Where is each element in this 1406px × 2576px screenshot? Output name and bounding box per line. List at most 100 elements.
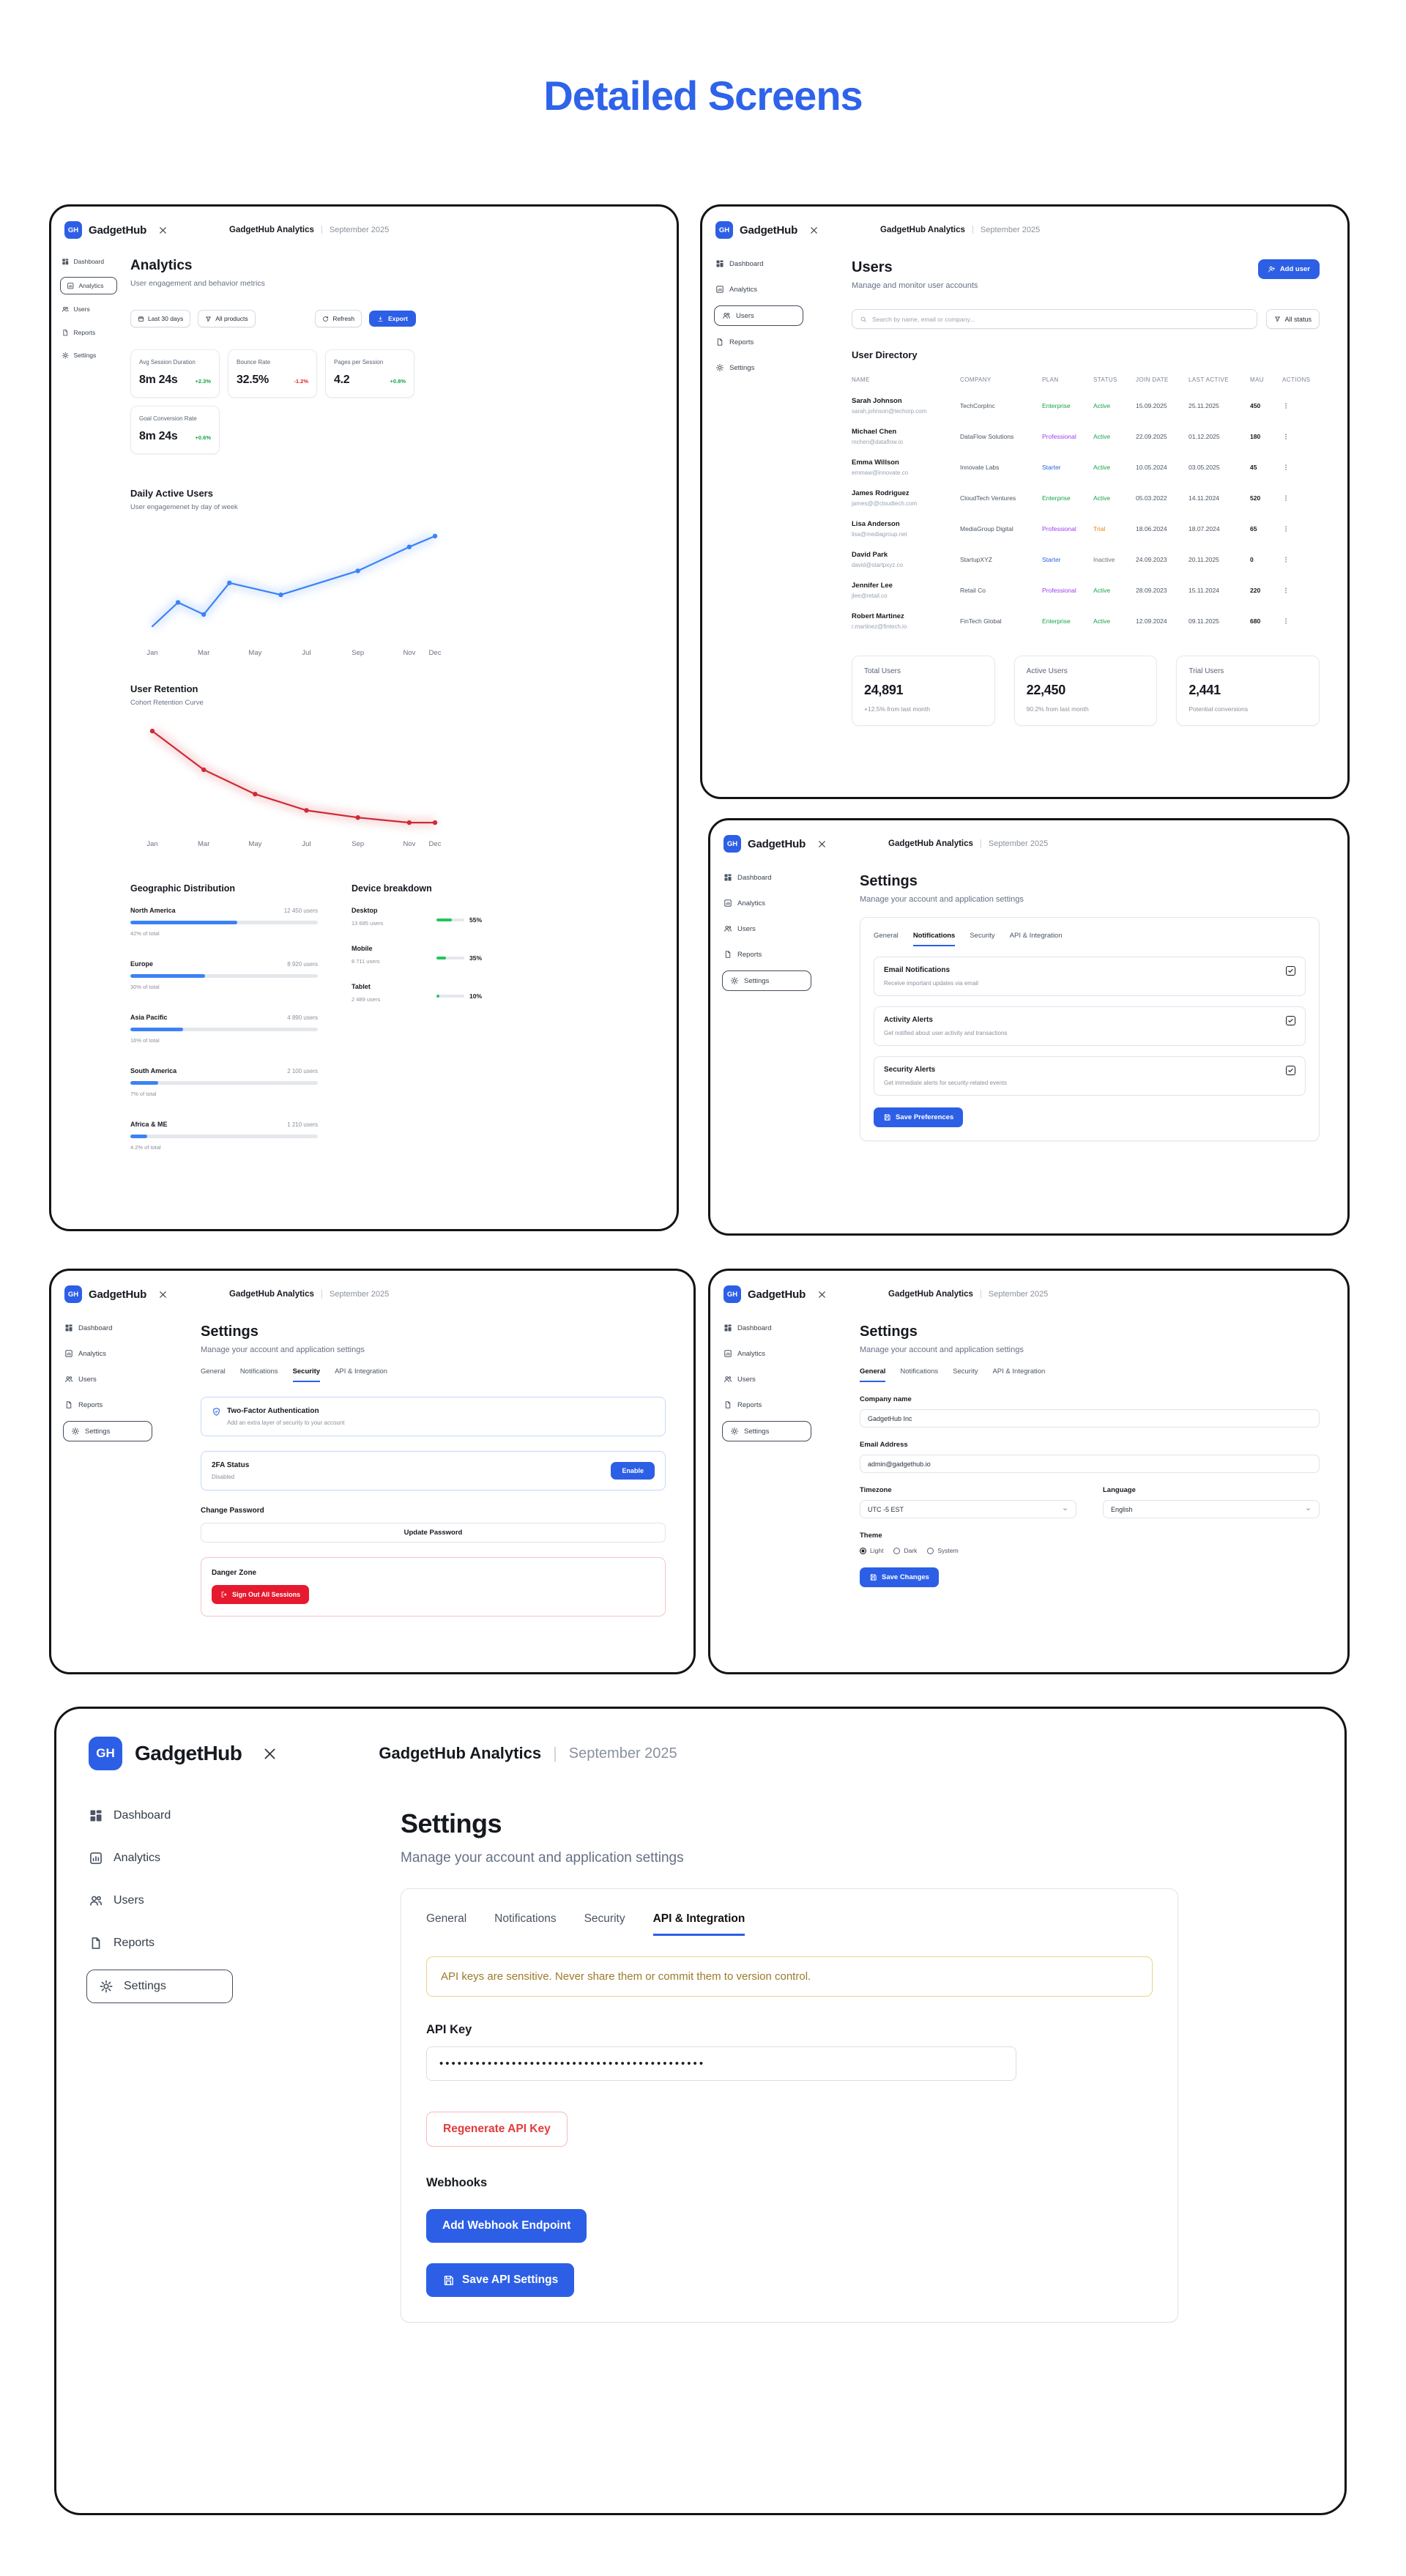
settings-tab[interactable]: Notifications — [912, 932, 956, 946]
search-field[interactable] — [852, 309, 1258, 329]
export-button[interactable]: Export — [369, 311, 416, 327]
sidebar-item[interactable]: Analytics — [89, 1851, 307, 1866]
date-range-button[interactable]: Last 30 days — [130, 310, 191, 327]
close-icon[interactable] — [817, 1290, 827, 1299]
sidebar-item[interactable]: Settings — [715, 363, 825, 372]
settings-tab[interactable]: General — [860, 1367, 886, 1382]
sidebar-item[interactable]: Analytics — [64, 1349, 174, 1358]
sidebar-item[interactable]: Settings — [722, 1421, 811, 1441]
close-icon[interactable] — [809, 226, 819, 235]
add-user-button[interactable]: Add user — [1257, 259, 1320, 279]
status-filter-button[interactable]: All status — [1266, 309, 1320, 329]
settings-tab[interactable]: General — [201, 1367, 226, 1376]
settings-tab[interactable]: API & Integration — [1009, 932, 1063, 940]
settings-tab[interactable]: Notifications — [494, 1912, 557, 1925]
add-webhook-endpoint-button[interactable]: Add Webhook Endpoint — [426, 2209, 587, 2243]
user-row[interactable]: Jennifer Lee jlee@retail.co Retail Co Pr… — [852, 575, 1320, 606]
sidebar-item[interactable]: Users — [62, 305, 123, 313]
checkbox[interactable] — [1286, 1066, 1295, 1075]
settings-tab[interactable]: API & Integration — [335, 1367, 387, 1376]
sidebar-item[interactable]: Users — [89, 1893, 307, 1908]
company-name-field[interactable] — [860, 1409, 1320, 1428]
enable-2fa-button[interactable]: Enable — [611, 1462, 655, 1480]
language-select[interactable]: English — [1103, 1500, 1320, 1518]
sidebar-item[interactable]: Reports — [64, 1400, 174, 1409]
row-actions-button[interactable] — [1282, 617, 1320, 625]
save-preferences-button[interactable]: Save Preferences — [874, 1107, 964, 1127]
sidebar-item[interactable]: Dashboard — [724, 873, 833, 882]
settings-tab[interactable]: Security — [970, 932, 995, 940]
update-password-button[interactable]: Update Password — [201, 1523, 666, 1543]
settings-tab[interactable]: API & Integration — [652, 1912, 745, 1936]
row-actions-button[interactable] — [1282, 402, 1320, 409]
theme-radio[interactable]: Dark — [893, 1547, 917, 1554]
settings-tab[interactable]: Security — [292, 1367, 321, 1382]
sidebar-item[interactable]: Dashboard — [89, 1808, 307, 1823]
notification-setting-row: Security Alerts Get immediate alerts for… — [874, 1056, 1306, 1096]
row-actions-button[interactable] — [1282, 464, 1320, 471]
checkbox[interactable] — [1286, 966, 1295, 976]
sidebar-item[interactable]: Dashboard — [64, 1324, 174, 1332]
sidebar-item[interactable]: Settings — [86, 1970, 233, 2003]
sidebar-item[interactable]: Reports — [724, 950, 833, 959]
theme-radio[interactable]: Light — [860, 1547, 883, 1554]
add-webhook-label: Add Webhook Endpoint — [442, 2219, 571, 2232]
sidebar-item[interactable]: Settings — [63, 1421, 152, 1441]
sidebar-item[interactable]: Reports — [724, 1400, 833, 1409]
regenerate-api-key-button[interactable]: Regenerate API Key — [426, 2112, 568, 2147]
sidebar-item[interactable]: Dashboard — [724, 1324, 833, 1332]
user-row[interactable]: Michael Chen mchen@dataflow.io DataFlow … — [852, 421, 1320, 452]
settings-tab[interactable]: General — [426, 1912, 467, 1925]
sidebar-item[interactable]: Analytics — [724, 1349, 833, 1358]
user-row[interactable]: Robert Martinez r.martinez@fintech.io Fi… — [852, 606, 1320, 636]
save-changes-button[interactable]: Save Changes — [860, 1567, 939, 1587]
sidebar-item[interactable]: Settings — [722, 970, 811, 991]
timezone-select[interactable]: UTC -5 EST — [860, 1500, 1076, 1518]
checkbox[interactable] — [1286, 1016, 1295, 1025]
sidebar-item[interactable]: Analytics — [715, 285, 825, 294]
user-row[interactable]: David Park david@startpxyz.co StartupXYZ… — [852, 544, 1320, 575]
user-row[interactable]: Sarah Johnson sarah.johnson@techorp.com … — [852, 390, 1320, 421]
row-actions-button[interactable] — [1282, 494, 1320, 502]
row-actions-button[interactable] — [1282, 587, 1320, 594]
sidebar-item[interactable]: Users — [714, 305, 803, 326]
user-row[interactable]: Lisa Anderson lisa@mediagroup.net MediaG… — [852, 513, 1320, 544]
settings-tab[interactable]: Notifications — [239, 1367, 278, 1376]
sidebar-item[interactable]: Dashboard — [62, 258, 123, 266]
sidebar-item[interactable]: Users — [64, 1375, 174, 1384]
save-api-settings-button[interactable]: Save API Settings — [426, 2263, 575, 2297]
email-address-field[interactable] — [860, 1455, 1320, 1473]
settings-tab[interactable]: General — [874, 932, 899, 940]
search-input[interactable] — [872, 315, 1250, 323]
kebab-menu-icon — [1282, 556, 1290, 563]
user-row[interactable]: James Rodriguez james@@cloudtech.com Clo… — [852, 483, 1320, 513]
close-icon[interactable] — [817, 839, 827, 849]
setting-description: Get notified about user activity and tra… — [884, 1030, 1008, 1036]
close-icon[interactable] — [158, 226, 168, 235]
theme-radio[interactable]: System — [927, 1547, 959, 1554]
settings-tab[interactable]: Notifications — [900, 1367, 939, 1376]
user-row[interactable]: Emma Willson emmaw@innovate.co Innovate … — [852, 452, 1320, 483]
row-actions-button[interactable] — [1282, 525, 1320, 532]
product-filter-button[interactable]: All products — [198, 310, 256, 327]
sidebar-item[interactable]: Users — [724, 1375, 833, 1384]
sidebar-item[interactable]: Analytics — [724, 899, 833, 907]
sidebar-item[interactable]: Users — [724, 924, 833, 933]
sidebar-item[interactable]: Settings — [62, 352, 123, 360]
close-icon[interactable] — [262, 1746, 278, 1762]
settings-tab[interactable]: Security — [584, 1912, 625, 1925]
settings-tab[interactable]: Security — [953, 1367, 978, 1376]
sidebar-item[interactable]: Reports — [62, 329, 123, 337]
refresh-button[interactable]: Refresh — [315, 310, 362, 327]
row-actions-button[interactable] — [1282, 556, 1320, 563]
settings-tab[interactable]: API & Integration — [992, 1367, 1046, 1376]
row-actions-button[interactable] — [1282, 433, 1320, 440]
sidebar-item[interactable]: Dashboard — [715, 259, 825, 268]
sign-out-all-sessions-button[interactable]: Sign Out All Sessions — [212, 1585, 310, 1604]
sidebar-item-label: Reports — [737, 1400, 762, 1409]
api-key-field[interactable] — [426, 2046, 1016, 2081]
close-icon[interactable] — [158, 1290, 168, 1299]
sidebar-item[interactable]: Reports — [715, 338, 825, 346]
sidebar-item[interactable]: Reports — [89, 1936, 307, 1950]
sidebar-item[interactable]: Analytics — [60, 276, 117, 294]
